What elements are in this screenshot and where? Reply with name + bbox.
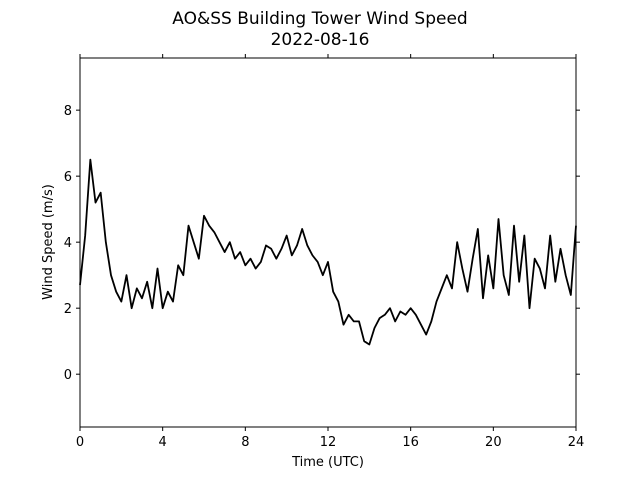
chart-title: AO&SS Building Tower Wind Speed	[172, 9, 467, 29]
x-tick-label: 4	[159, 435, 167, 450]
y-tick-label: 6	[64, 170, 72, 185]
wind-speed-line	[79, 158, 577, 346]
y-tick-label: 2	[64, 302, 72, 317]
x-axis-label: Time (UTC)	[291, 455, 364, 470]
chart-subtitle: 2022-08-16	[271, 30, 370, 50]
y-axis-label: Wind Speed (m/s)	[41, 184, 56, 300]
x-tick-label: 24	[568, 435, 585, 450]
x-tick-label: 8	[241, 435, 249, 450]
x-tick-label: 0	[76, 435, 84, 450]
x-tick-label: 16	[402, 435, 419, 450]
y-tick-label: 4	[64, 236, 72, 251]
x-tick-label: 12	[320, 435, 337, 450]
y-tick-label: 0	[64, 368, 72, 383]
x-tick-label: 20	[485, 435, 502, 450]
plot-frame	[79, 57, 577, 428]
y-tick-label: 8	[64, 104, 72, 119]
